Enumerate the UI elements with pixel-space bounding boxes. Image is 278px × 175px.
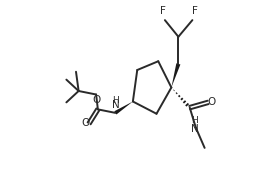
Polygon shape [171, 63, 180, 88]
Text: O: O [92, 95, 100, 105]
Polygon shape [114, 102, 133, 114]
Text: F: F [192, 6, 197, 16]
Text: N: N [112, 100, 120, 110]
Text: O: O [82, 118, 90, 128]
Text: F: F [160, 6, 166, 16]
Text: H: H [112, 96, 119, 105]
Text: O: O [207, 97, 216, 107]
Text: H: H [192, 116, 198, 125]
Text: N: N [191, 124, 199, 134]
